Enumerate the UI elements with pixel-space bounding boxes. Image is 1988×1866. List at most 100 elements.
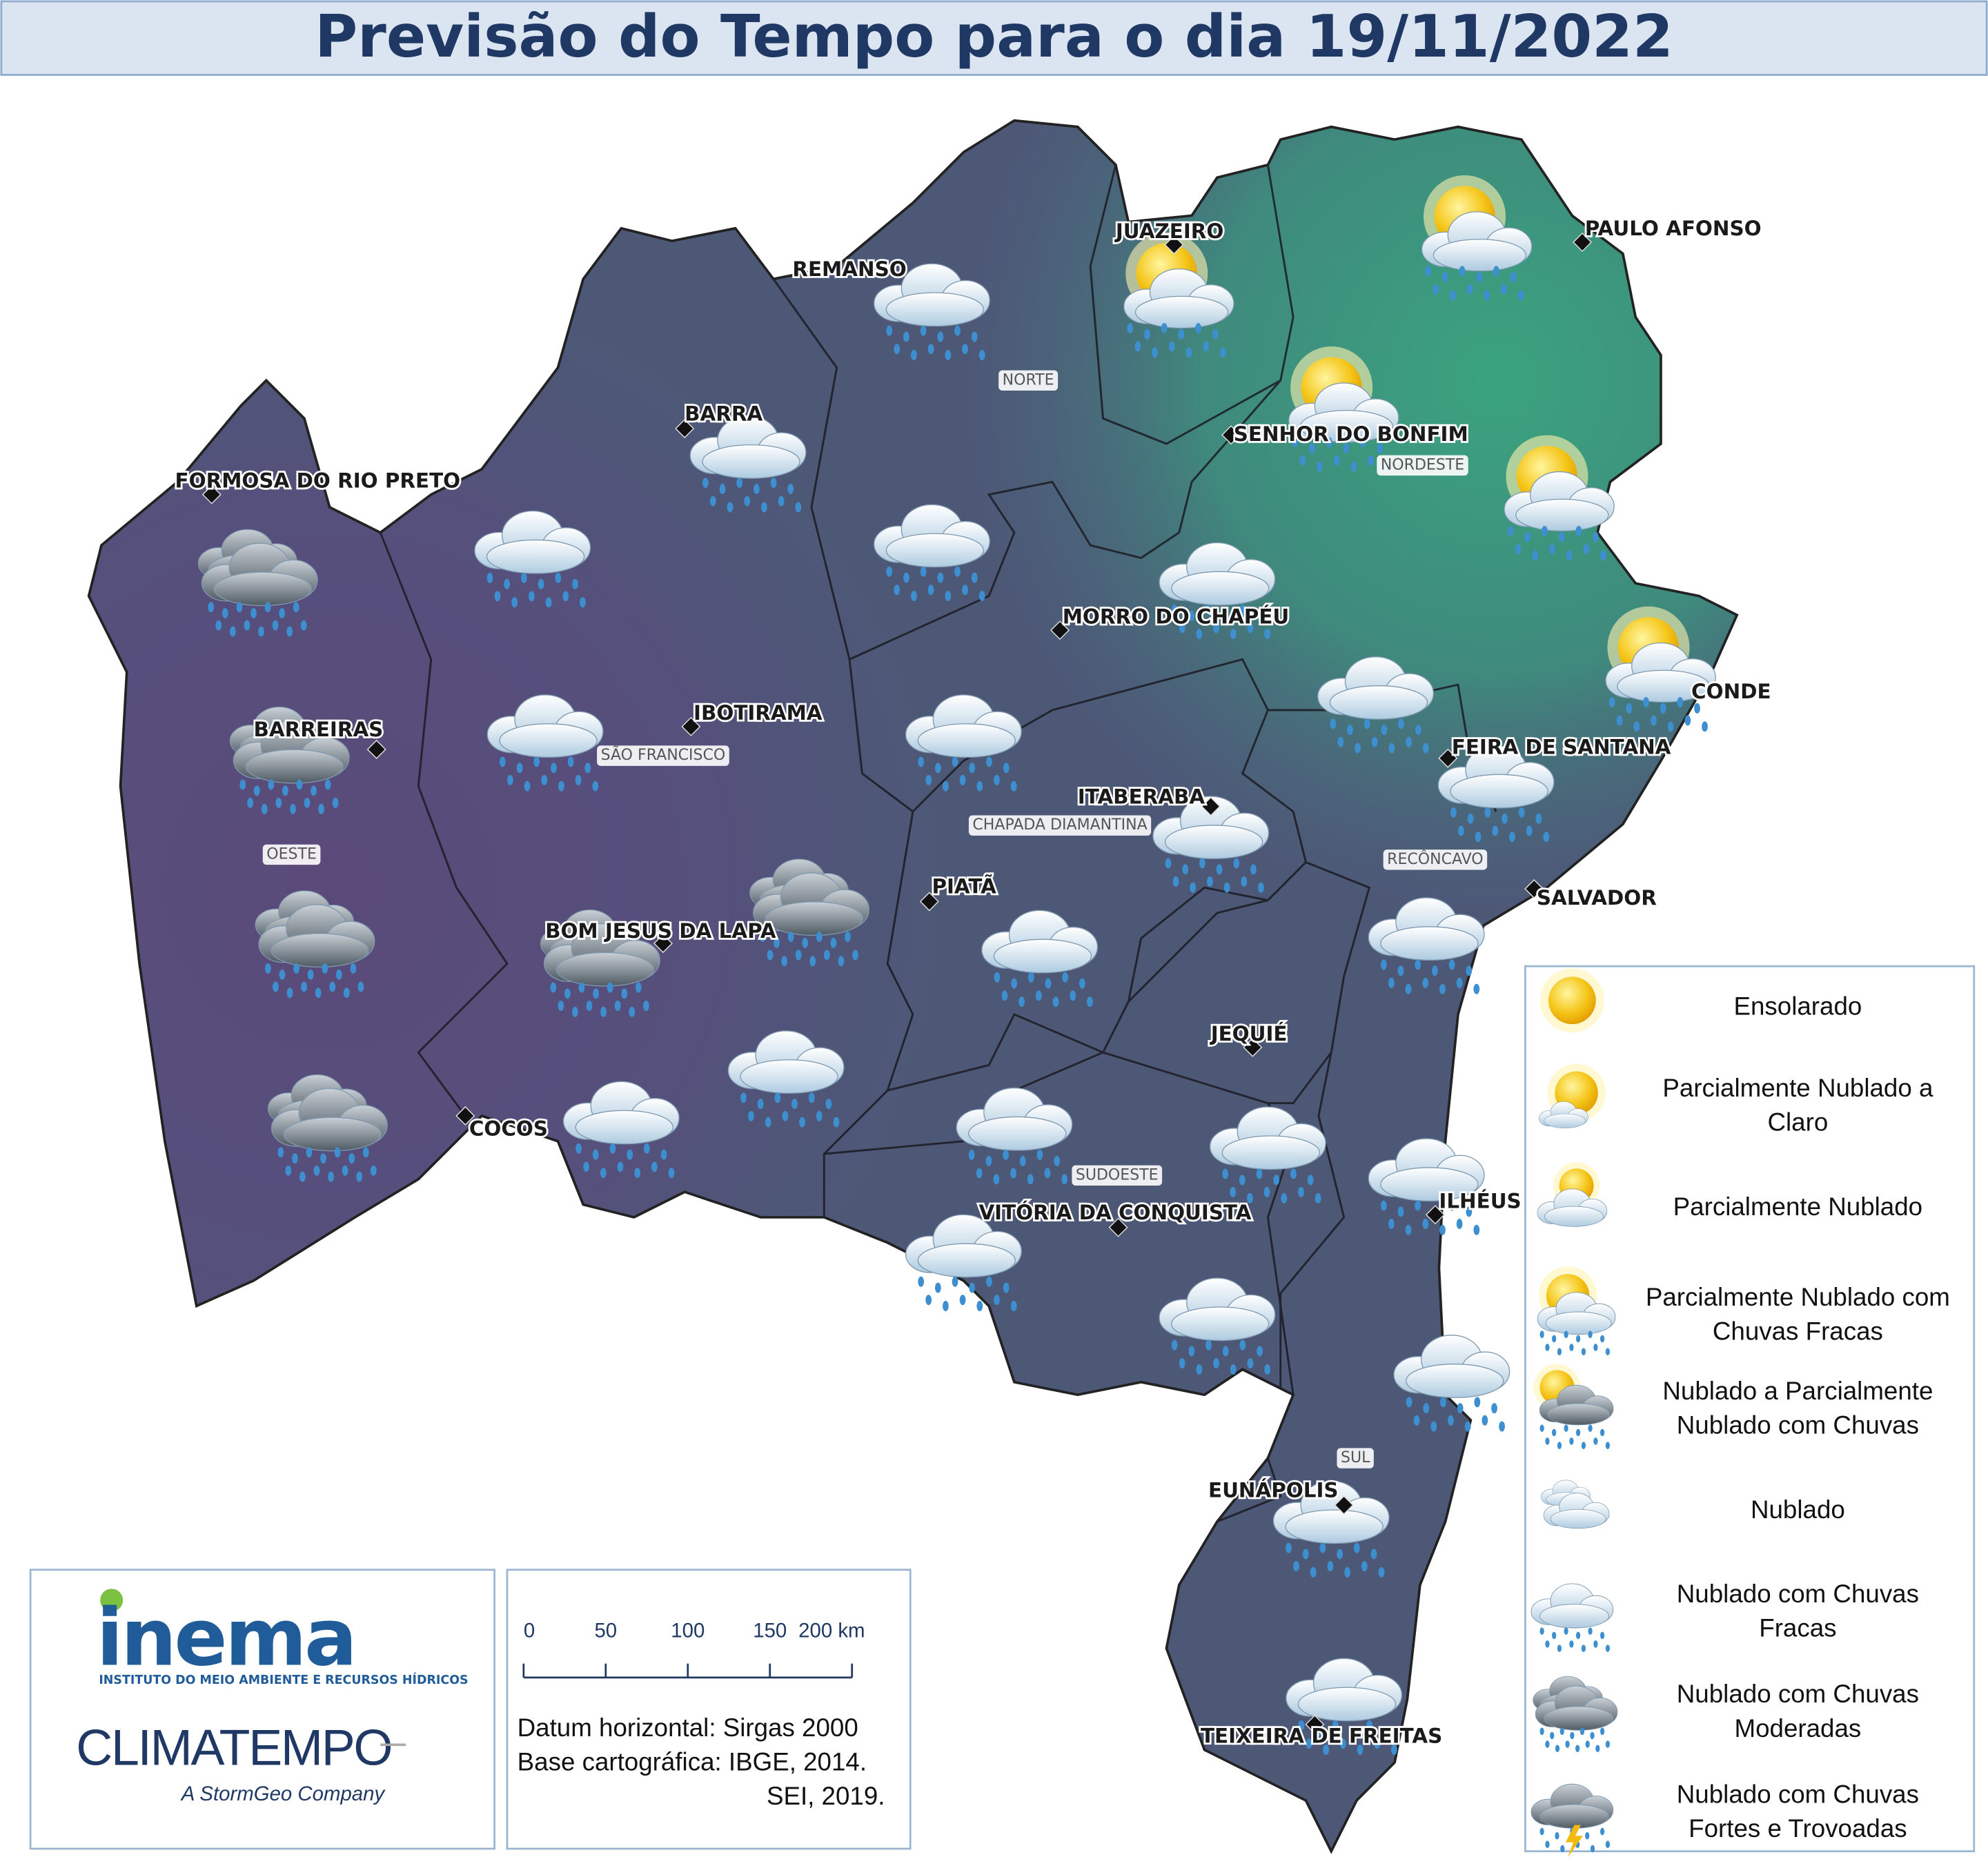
raindrop xyxy=(1560,1845,1565,1853)
raindrop xyxy=(324,779,331,790)
city-label: REMANSO xyxy=(792,257,906,281)
raindrop xyxy=(1205,1339,1212,1351)
city-label: VITÓRIA DA CONQUISTA xyxy=(978,1199,1251,1224)
raindrop xyxy=(1292,437,1299,448)
raindrop xyxy=(506,774,513,785)
cloud xyxy=(486,694,604,758)
raindrop xyxy=(293,963,299,974)
raindrop xyxy=(1551,1428,1557,1437)
cloud-part xyxy=(993,939,1092,974)
raindrop xyxy=(774,937,780,948)
city-marker xyxy=(1425,1205,1445,1225)
raindrop xyxy=(1557,1644,1562,1652)
raindrop xyxy=(1422,977,1429,988)
raindrop xyxy=(1380,959,1387,970)
weather-icon xyxy=(727,1030,845,1128)
weather-icon xyxy=(1152,796,1270,893)
raindrop xyxy=(621,988,628,999)
raindrop xyxy=(328,1171,334,1182)
raindrop xyxy=(1545,1740,1550,1748)
raindrop xyxy=(976,1301,983,1312)
raindrop xyxy=(1605,1644,1611,1652)
raindrop xyxy=(1501,284,1507,295)
raindrop xyxy=(583,1161,590,1172)
raindrop xyxy=(1406,736,1413,747)
raindrop xyxy=(1398,718,1405,729)
raindrop xyxy=(244,620,250,631)
raindrop xyxy=(1239,1339,1246,1351)
raindrop xyxy=(976,780,983,792)
raindrop xyxy=(808,1092,815,1103)
raindrop xyxy=(1557,1442,1562,1449)
raindrop xyxy=(584,763,591,774)
raindrop xyxy=(993,1174,1000,1185)
legend-label: Claro xyxy=(1767,1108,1828,1137)
city-marker xyxy=(1221,425,1241,445)
cloud-part xyxy=(765,901,864,936)
raindrop xyxy=(1449,290,1456,301)
raindrop xyxy=(1507,526,1514,537)
raindrop xyxy=(1241,876,1248,887)
city-label: ILHÉUS xyxy=(1439,1188,1521,1212)
cloud-part xyxy=(885,533,985,568)
raindrop xyxy=(1448,1200,1455,1211)
raindrop xyxy=(290,803,296,814)
raindrop xyxy=(258,626,264,637)
raindrop xyxy=(767,950,774,961)
region-label: NORTE xyxy=(1003,371,1054,389)
credit-line: SEI, 2019. xyxy=(767,1782,885,1810)
raindrop xyxy=(1543,832,1550,843)
scale-label: 0 xyxy=(524,1620,535,1642)
raindrop xyxy=(511,597,518,608)
raindrop xyxy=(1144,328,1150,340)
cloud-part xyxy=(213,571,312,607)
raindrop xyxy=(1247,622,1254,634)
city-marker xyxy=(1108,1217,1128,1237)
raindrop xyxy=(575,774,582,785)
weather-icon xyxy=(1538,1063,1606,1128)
raindrop xyxy=(774,1092,781,1103)
cloud-part xyxy=(1450,774,1548,809)
raindrop xyxy=(1044,1168,1051,1179)
raindrop xyxy=(1383,1726,1390,1737)
raindrop xyxy=(1542,526,1548,537)
raindrop xyxy=(342,1165,348,1176)
raindrop xyxy=(816,932,823,943)
city-marker xyxy=(201,484,222,504)
raindrop xyxy=(986,1276,992,1287)
raindrop xyxy=(1010,1168,1016,1179)
raindrop xyxy=(334,1147,341,1158)
region-label-bg xyxy=(1072,1165,1163,1186)
city-marker xyxy=(366,739,386,759)
cloud-part xyxy=(1134,295,1229,329)
cloud xyxy=(1437,745,1555,809)
city-label: TEIXEIRA DE FREITAS xyxy=(1201,1725,1442,1748)
climatempo-subtitle: A StormGeo Company xyxy=(180,1782,386,1805)
raindrop xyxy=(370,1165,377,1176)
cloud xyxy=(956,1087,1073,1151)
raindrop xyxy=(886,325,893,336)
raindrop xyxy=(575,1143,582,1154)
raindrop xyxy=(1222,610,1229,621)
cloud-part xyxy=(1297,1687,1397,1722)
raindrop xyxy=(1349,1726,1356,1737)
raindrop xyxy=(634,1168,641,1179)
raindrop xyxy=(660,1149,667,1160)
raindrop xyxy=(1247,1358,1254,1369)
raindrop xyxy=(1230,1187,1237,1198)
raindrop xyxy=(617,1161,624,1172)
city-label: EUNÁPOLIS xyxy=(1208,1477,1339,1502)
raindrop xyxy=(580,597,586,608)
raindrop xyxy=(1188,610,1195,621)
raindrop xyxy=(744,495,751,507)
raindrop xyxy=(1569,1437,1574,1445)
raindrop xyxy=(1310,1567,1317,1578)
region-label: NORDESTE xyxy=(1381,456,1464,473)
raindrop xyxy=(600,1006,607,1017)
raindrop xyxy=(1366,1720,1373,1731)
raindrop xyxy=(551,763,557,774)
weather-icon xyxy=(197,529,318,637)
raindrop xyxy=(1152,347,1158,358)
raindrop xyxy=(1499,1421,1505,1432)
raindrop xyxy=(903,331,909,342)
